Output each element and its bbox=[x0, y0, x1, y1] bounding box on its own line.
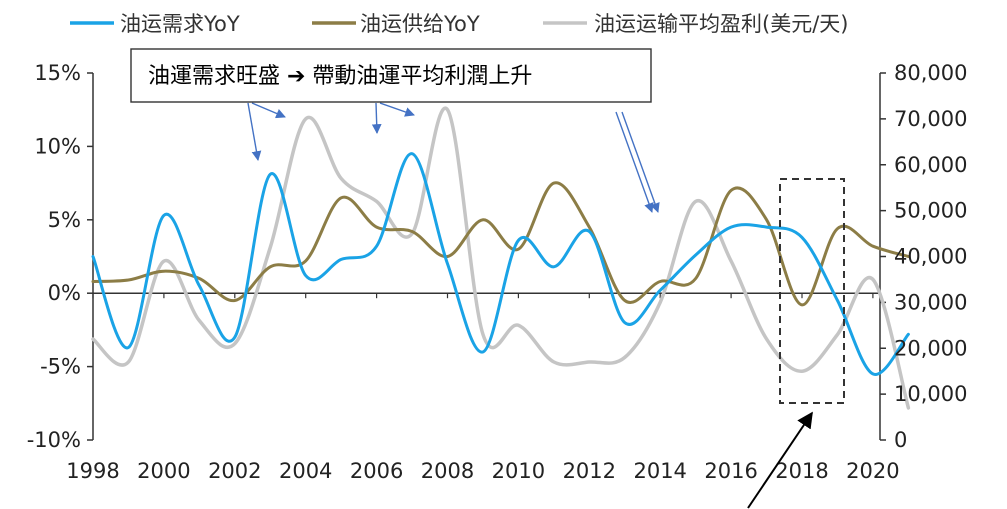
highlight-arrow bbox=[747, 411, 813, 509]
series-layer bbox=[91, 106, 911, 410]
callout-text: 油運需求旺盛 ➔ 帶動油運平均利潤上升 bbox=[148, 64, 532, 89]
legend: 油运需求YoY 油运供给YoY 油运运输平均盈利(美元/天) bbox=[70, 12, 848, 36]
x-tick-label: 2000 bbox=[137, 459, 190, 483]
x-tick-label: 2004 bbox=[279, 459, 332, 483]
x-tick-label: 2008 bbox=[421, 459, 474, 483]
x-tick-label: 2018 bbox=[775, 459, 828, 483]
right-tick-label: 0 bbox=[894, 428, 907, 452]
right-tick-label: 20,000 bbox=[894, 336, 967, 360]
left-tick-label: -5% bbox=[40, 355, 81, 379]
right-tick-label: 40,000 bbox=[894, 245, 967, 269]
axes bbox=[87, 72, 886, 441]
callout-arrow-3 bbox=[371, 102, 382, 134]
callout-arrow-6 bbox=[621, 111, 660, 213]
series-line-2 bbox=[91, 181, 910, 307]
legend-label: 油运供给YoY bbox=[360, 12, 480, 36]
x-tick-label: 2014 bbox=[633, 459, 686, 483]
left-tick-label: 15% bbox=[34, 61, 81, 85]
series-line-1 bbox=[91, 152, 910, 376]
left-tick-label: 5% bbox=[48, 208, 81, 232]
right-tick-label: 30,000 bbox=[894, 290, 967, 314]
x-tick-label: 2020 bbox=[846, 459, 899, 483]
callout-frame bbox=[130, 48, 652, 103]
left-tick-label: -10% bbox=[27, 428, 81, 452]
x-tick-label: 1998 bbox=[66, 459, 119, 483]
legend-item-3: 油运运输平均盈利(美元/天) bbox=[543, 12, 848, 36]
x-tick-label: 2012 bbox=[563, 459, 616, 483]
x-tick-label: 2010 bbox=[492, 459, 545, 483]
right-tick-label: 80,000 bbox=[894, 61, 967, 85]
right-tick-label: 50,000 bbox=[894, 199, 967, 223]
x-tick-label: 2006 bbox=[350, 459, 403, 483]
callout-arrow-2 bbox=[251, 102, 286, 119]
left-tick-label: 0% bbox=[48, 281, 81, 305]
callout-arrow-1 bbox=[247, 102, 262, 161]
legend-label: 油运需求YoY bbox=[120, 12, 240, 36]
left-tick-label: 10% bbox=[34, 134, 81, 158]
legend-item-1: 油运需求YoY bbox=[70, 12, 240, 36]
x-tick-label: 2002 bbox=[208, 459, 261, 483]
x-tick-label: 2016 bbox=[704, 459, 757, 483]
right-tick-label: 10,000 bbox=[894, 382, 967, 406]
legend-item-2: 油运供给YoY bbox=[312, 12, 480, 36]
right-tick-label: 70,000 bbox=[894, 107, 967, 131]
callout-arrow-4 bbox=[379, 102, 415, 117]
series-line-3 bbox=[91, 106, 911, 410]
callout-arrow-5 bbox=[615, 111, 654, 213]
callout-box: 油運需求旺盛 ➔ 帶動油運平均利潤上升 bbox=[130, 48, 652, 103]
ticks-layer: -10% -5% 0% 5% 10% 15% 0 10,000 20,000 30,000 40,0… bbox=[27, 61, 968, 483]
legend-label: 油运运输平均盈利(美元/天) bbox=[594, 12, 848, 36]
right-tick-label: 60,000 bbox=[894, 153, 967, 177]
annotation-layer: 油運需求旺盛 ➔ 帶動油運平均利潤上升 bbox=[130, 48, 845, 509]
